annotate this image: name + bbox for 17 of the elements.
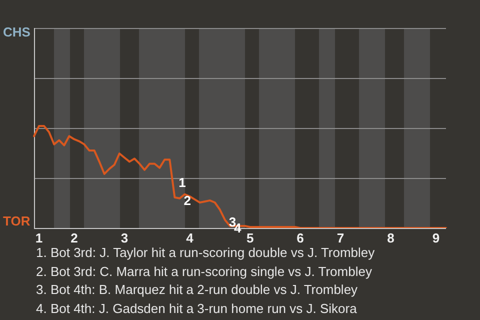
text: 2. Bot 3rd: C. Marra hit a run-scoring single vs J. Trombley — [36, 262, 373, 281]
x-tick-label: 4 — [186, 230, 194, 246]
x-tick-label: 6 — [296, 230, 304, 246]
text: TOR — [3, 214, 31, 229]
text: 1. Bot 3rd: J. Taylor hit a run-scoring double vs J. Trombley — [36, 244, 375, 262]
x-tick-label: 9 — [432, 230, 440, 246]
x-tick-label: 8 — [387, 230, 394, 246]
text: 4. Bot 4th: J. Gadsden hit a 3-run home run vs J. Sikora — [36, 300, 358, 318]
x-tick-label: 7 — [336, 230, 344, 246]
x-tick-label: 2 — [70, 230, 78, 246]
x-tick-label: 5 — [246, 230, 254, 246]
text: 3. Bot 4th: B. Marquez hit a 2-run double vs J. Trombley — [36, 281, 359, 300]
x-tick-label: 3 — [120, 230, 128, 246]
x-tick-label: 1 — [35, 230, 43, 246]
text: CHS — [3, 24, 31, 40]
annotation: 1 — [178, 174, 186, 190]
annotation: 2 — [184, 192, 191, 208]
